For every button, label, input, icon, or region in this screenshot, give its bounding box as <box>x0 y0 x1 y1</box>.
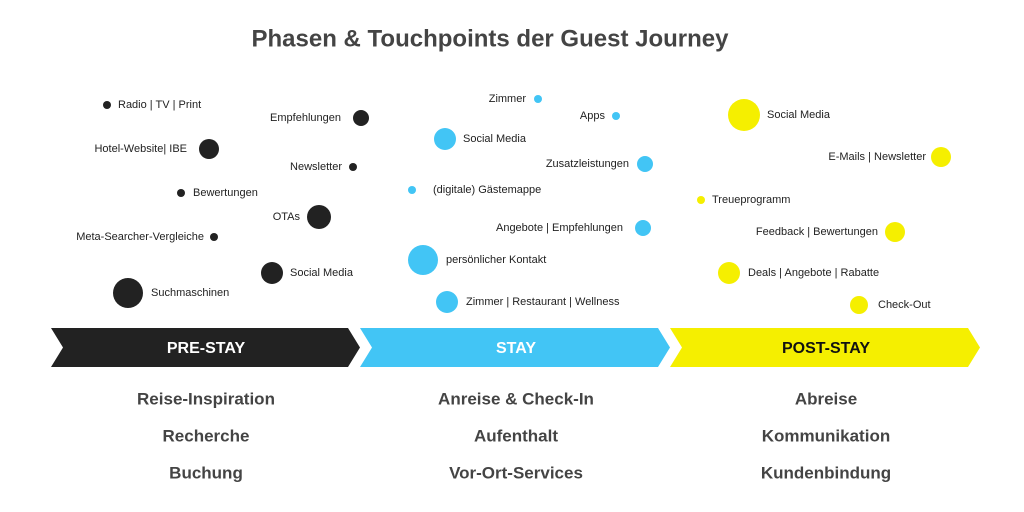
touchpoint-dot <box>850 296 868 314</box>
phase-arrow <box>51 328 360 367</box>
touchpoint-label: persönlicher Kontakt <box>446 254 546 266</box>
touchpoint-dot <box>113 278 143 308</box>
touchpoint-label: OTAs <box>273 211 301 223</box>
touchpoint-label: Suchmaschinen <box>151 287 229 299</box>
activity: Aufenthalt <box>474 426 558 445</box>
touchpoint-label: Zimmer <box>489 93 527 105</box>
touchpoint-label: Zimmer | Restaurant | Wellness <box>466 296 620 308</box>
touchpoint-label: Social Media <box>767 109 831 121</box>
touchpoint-dot <box>635 220 651 236</box>
touchpoint-label: Treueprogramm <box>712 194 790 206</box>
activity: Vor-Ort-Services <box>449 463 583 482</box>
touchpoint-dot <box>436 291 458 313</box>
touchpoint-label: Empfehlungen <box>270 112 341 124</box>
activity: Reise-Inspiration <box>137 389 275 408</box>
activity: Recherche <box>163 426 250 445</box>
touchpoint-dot <box>177 189 185 197</box>
touchpoint-dot <box>434 128 456 150</box>
touchpoint-label: Feedback | Bewertungen <box>756 226 878 238</box>
activity: Kundenbindung <box>761 463 891 482</box>
touchpoint-label: E-Mails | Newsletter <box>828 151 926 163</box>
touchpoint-dot <box>103 101 111 109</box>
phase-label: POST-STAY <box>782 340 870 357</box>
phase-label: PRE-STAY <box>167 340 246 357</box>
touchpoint-label: Radio | TV | Print <box>118 99 201 111</box>
touchpoint-dot <box>353 110 369 126</box>
touchpoint-dot <box>637 156 653 172</box>
touchpoint-label: Angebote | Empfehlungen <box>496 222 623 234</box>
activity: Abreise <box>795 389 857 408</box>
touchpoint-label: Bewertungen <box>193 187 258 199</box>
phase-arrow <box>670 328 980 367</box>
touchpoint-dot <box>697 196 705 204</box>
touchpoint-label: Social Media <box>290 267 354 279</box>
touchpoint-dot <box>612 112 620 120</box>
touchpoint-label: Check-Out <box>878 299 931 311</box>
touchpoint-dot <box>349 163 357 171</box>
touchpoint-label: Newsletter <box>290 161 342 173</box>
touchpoint-label: Hotel-Website| IBE <box>94 143 187 155</box>
phase-label: STAY <box>496 340 536 357</box>
touchpoint-label: Apps <box>580 110 606 122</box>
touchpoint-dot <box>885 222 905 242</box>
activity: Buchung <box>169 463 243 482</box>
touchpoint-label: (digitale) Gästemappe <box>433 184 541 196</box>
touchpoint-label: Social Media <box>463 133 527 145</box>
touchpoint-label: Meta-Searcher-Vergleiche <box>76 231 204 243</box>
touchpoint-dot <box>728 99 760 131</box>
touchpoint-dot <box>261 262 283 284</box>
activity: Anreise & Check-In <box>438 389 594 408</box>
phase-arrow <box>360 328 670 367</box>
touchpoint-dot <box>408 245 438 275</box>
touchpoint-dot <box>534 95 542 103</box>
touchpoint-dot <box>408 186 416 194</box>
touchpoint-label: Deals | Angebote | Rabatte <box>748 267 879 279</box>
touchpoint-dot <box>199 139 219 159</box>
title: Phasen & Touchpoints der Guest Journey <box>252 25 730 52</box>
touchpoint-dot <box>307 205 331 229</box>
touchpoint-dot <box>210 233 218 241</box>
touchpoint-dot <box>931 147 951 167</box>
activity: Kommunikation <box>762 426 890 445</box>
touchpoint-dot <box>718 262 740 284</box>
touchpoint-label: Zusatzleistungen <box>546 158 629 170</box>
